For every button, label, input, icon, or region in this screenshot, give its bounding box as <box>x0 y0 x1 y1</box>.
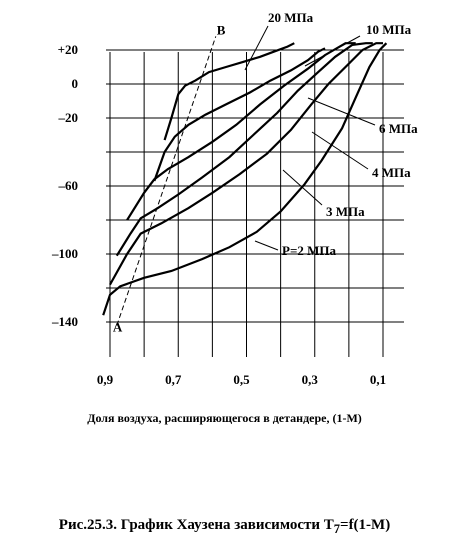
caption-subscript: 7 <box>333 522 341 536</box>
point-label-b: B <box>217 22 226 37</box>
dashed-line-a-b <box>116 36 217 326</box>
leader-3mpa <box>282 169 323 206</box>
x-tick-label: 0,1 <box>370 372 386 387</box>
leader-4mpa <box>311 131 369 170</box>
grid <box>106 49 404 357</box>
point-label-a: A <box>113 319 123 334</box>
series-curve <box>115 42 373 257</box>
series-curve <box>102 42 388 316</box>
x-tick-label: 0,7 <box>165 372 182 387</box>
series-label-4mpa: 4 МПа <box>372 165 411 180</box>
leader-6mpa <box>307 97 376 126</box>
y-tick-label: +20 <box>58 42 78 57</box>
series-label-6mpa: 6 МПа <box>379 121 418 136</box>
figure-caption: Рис.25.3. График Хаузена зависимости T7=… <box>0 517 449 537</box>
series-curve <box>109 42 383 286</box>
series-label-2mpa: P=2 МПа <box>282 243 336 258</box>
x-tick-label: 0,5 <box>233 372 250 387</box>
series-curve <box>163 42 295 141</box>
leader-20mpa <box>244 25 269 71</box>
leader-2mpa <box>254 240 279 251</box>
x-tick-label: 0,9 <box>97 372 114 387</box>
x-axis-label: Доля воздуха, расширяющегося в детандере… <box>87 411 362 425</box>
caption-text: Рис.25.3. График Хаузена зависимости T <box>58 517 334 533</box>
caption-tail: =f(1-M) <box>340 517 391 533</box>
series-label-10mpa: 10 МПа <box>366 22 412 37</box>
y-tick-label: –140 <box>51 314 78 329</box>
y-tick-label: 0 <box>72 76 79 91</box>
y-tick-label: –20 <box>58 110 79 125</box>
y-tick-label: –100 <box>51 246 78 261</box>
series-labels: 20 МПа 10 МПа 6 МПа 4 МПа 3 МПа P=2 МПа <box>244 10 418 258</box>
series-label-3mpa: 3 МПа <box>326 204 365 219</box>
y-tick-label: –60 <box>58 178 79 193</box>
leader-10mpa <box>304 35 361 67</box>
series-curve <box>153 47 326 182</box>
y-tick-labels: +20 0 –20 –60 –100 –140 <box>51 42 78 329</box>
series-label-20mpa: 20 МПа <box>268 10 314 25</box>
x-tick-label: 0,3 <box>302 372 319 387</box>
x-tick-labels: 0,9 0,7 0,5 0,3 0,1 <box>97 372 386 387</box>
